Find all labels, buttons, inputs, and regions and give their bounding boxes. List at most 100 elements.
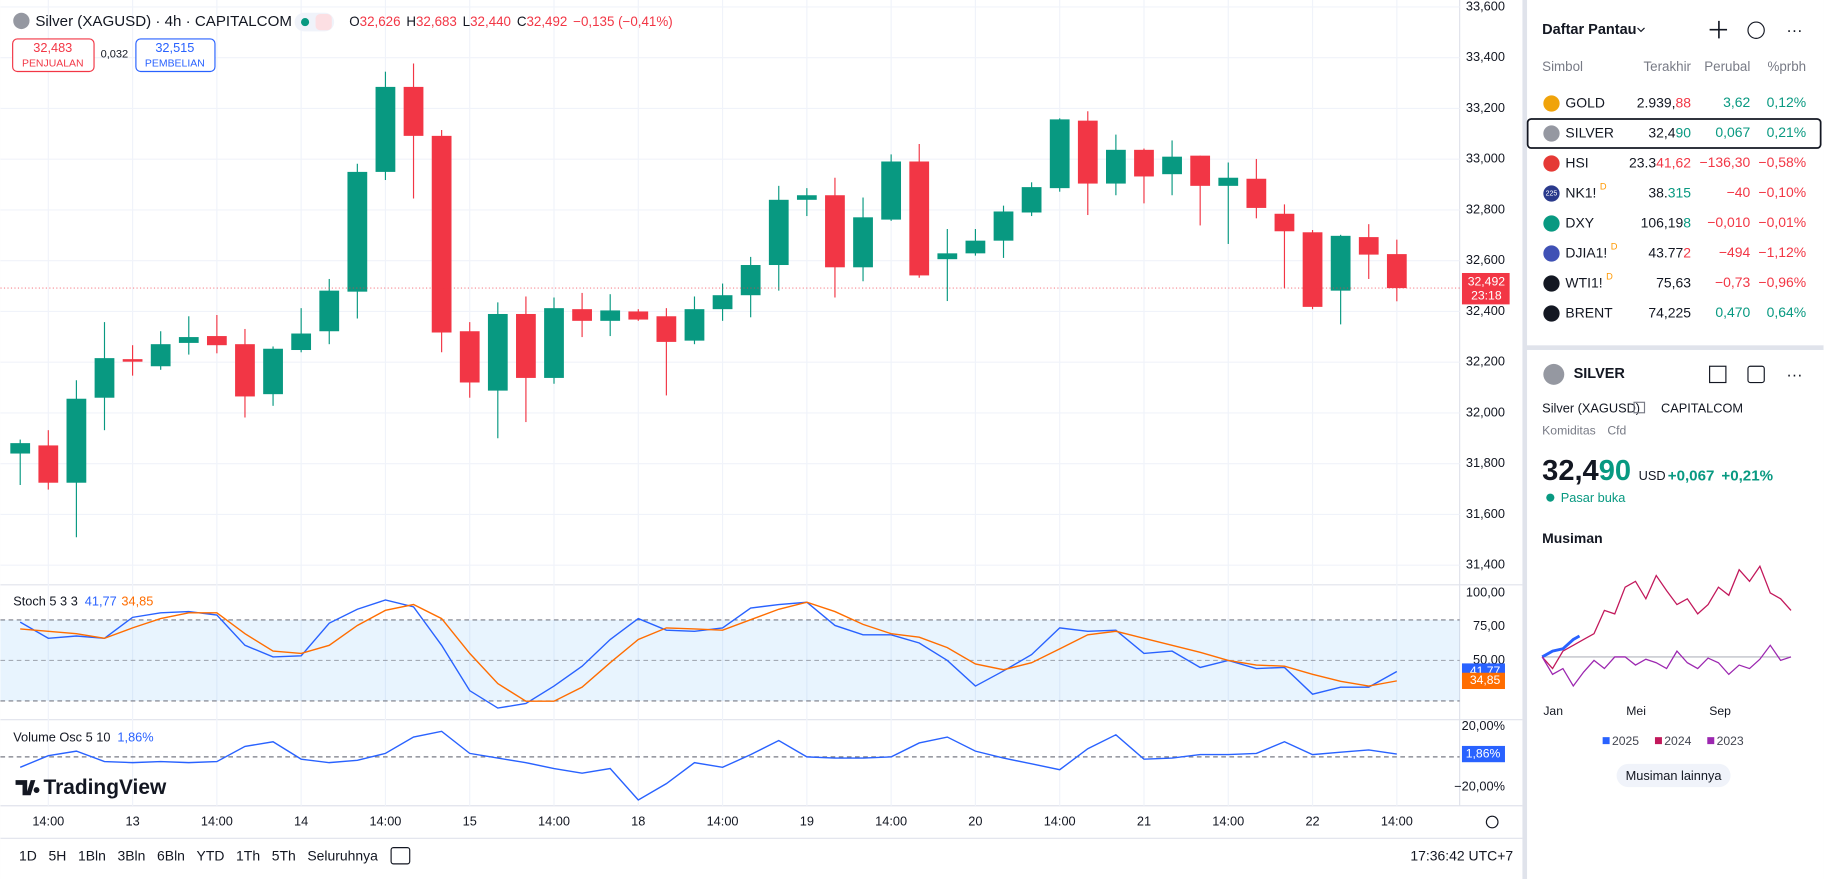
indicator-line — [20, 601, 1397, 702]
candle-body — [459, 331, 480, 383]
x-tick-label: 14:00 — [538, 813, 570, 828]
y-tick-label: 75,00 — [1473, 618, 1505, 633]
symbol-name: DXY — [1565, 214, 1594, 230]
value-marker-label: 1,86% — [1466, 746, 1501, 760]
chart-icon[interactable] — [1747, 21, 1765, 39]
x-tick-label: 14:00 — [1381, 813, 1413, 828]
row-icon — [1543, 245, 1560, 262]
link-icon[interactable] — [1633, 401, 1646, 414]
row-icon — [1543, 95, 1560, 112]
last: 2.939,88 — [1637, 94, 1692, 110]
icon-label: 225 — [1546, 190, 1558, 197]
l: L — [463, 14, 470, 29]
detail-name: Silver (XAGUSD) CAPITALCOM — [1542, 401, 1743, 416]
vol-legend: Volume Osc 5 10 1,86% — [13, 730, 153, 745]
badge: D — [1600, 182, 1607, 192]
symbol[interactable]: DJIA1! D — [1565, 242, 1617, 260]
symbol[interactable]: NK1! D — [1565, 182, 1606, 200]
last-main: 2.939, — [1637, 94, 1676, 110]
legend-swatch — [1707, 737, 1715, 745]
category: Komiditas — [1542, 424, 1596, 438]
range-button[interactable]: 1Bln — [78, 848, 106, 864]
candle-body — [740, 265, 761, 296]
range-button[interactable]: 1Th — [236, 848, 260, 864]
candle-body — [516, 313, 536, 378]
change: −136,30 — [1700, 154, 1751, 170]
range-button[interactable]: YTD — [197, 848, 225, 864]
symbol[interactable]: GOLD — [1565, 94, 1604, 110]
value-marker — [1461, 672, 1505, 690]
buy-button[interactable] — [135, 38, 216, 73]
grid-icon[interactable] — [1709, 365, 1727, 384]
last-main: 74,225 — [1648, 304, 1691, 320]
range-button[interactable]: 5H — [49, 848, 67, 864]
last-tail: 90 — [1675, 124, 1691, 140]
y-tick-label: 32,200 — [1466, 354, 1505, 369]
range-button[interactable]: 1D — [19, 848, 37, 864]
symbol[interactable]: DXY — [1565, 214, 1594, 230]
candle-body — [572, 309, 592, 321]
candle-body — [825, 195, 845, 268]
candle-body — [1218, 177, 1239, 186]
candle-body — [1134, 149, 1154, 177]
settings-icon[interactable] — [1485, 815, 1499, 829]
price-marker — [1461, 272, 1510, 305]
range-button[interactable]: 3Bln — [117, 848, 145, 864]
last: 23.341,62 — [1629, 154, 1691, 170]
last-main: 38. — [1648, 184, 1667, 200]
candle-body — [403, 86, 424, 136]
candle-body — [1106, 149, 1126, 184]
x-tick-label: 14:00 — [875, 813, 907, 828]
selected-row — [1526, 118, 1822, 149]
candle-body — [544, 308, 564, 378]
x-tick-label: Jan — [1543, 704, 1563, 718]
toolbar: 1D 5H 1Bln 3Bln 6Bln YTD 1Th 5Th Seluruhnya — [19, 848, 378, 864]
change: −40 — [1727, 184, 1751, 200]
change: 0,067 — [1715, 124, 1750, 140]
candle-body — [909, 161, 930, 276]
add-icon[interactable] — [1709, 20, 1728, 39]
column-header: Simbol — [1542, 59, 1583, 74]
symbol[interactable]: SILVER — [1565, 124, 1614, 140]
last-main: 106,19 — [1641, 214, 1684, 230]
candle-body — [937, 253, 958, 260]
price-pane: 33,600 33,400 33,200 33,000 32,800 32,600 32,4… — [0, 0, 1510, 801]
symbol-name: NK1! — [1565, 184, 1596, 200]
symbol[interactable]: HSI — [1565, 154, 1588, 170]
symbol-icon — [13, 12, 30, 30]
more-icon[interactable]: ··· — [1786, 22, 1802, 40]
percent: 0,64% — [1767, 304, 1807, 320]
percent: −0,01% — [1758, 214, 1806, 230]
candle-body — [628, 311, 649, 320]
watchlist-title[interactable]: Daftar Pantau — [1542, 22, 1636, 38]
x-tick-label: 14:00 — [32, 813, 64, 828]
more-icon[interactable]: ··· — [1786, 366, 1802, 384]
more-button[interactable] — [1616, 763, 1731, 788]
ohlc: O32,626 H32,683 L32,440 C32,492 −0,135 (−0,4… — [349, 14, 672, 29]
edit-icon[interactable] — [1747, 365, 1765, 384]
row-icon — [1543, 305, 1560, 322]
date-icon[interactable] — [390, 847, 411, 865]
symbol[interactable]: WTI1! D — [1565, 272, 1613, 290]
candle-body — [1049, 119, 1070, 189]
symbol[interactable]: BRENT — [1565, 304, 1613, 320]
range-button[interactable]: 5Th — [272, 848, 296, 864]
legend-label: 2025 — [1612, 734, 1639, 748]
last-main: 43.77 — [1648, 244, 1683, 260]
range-button[interactable]: Seluruhnya — [307, 848, 378, 864]
buy-label: PEMBELIAN — [145, 59, 205, 70]
detail-price: 32,490 — [1542, 455, 1631, 487]
x-tick-label: 14:00 — [201, 813, 233, 828]
range-button[interactable]: 6Bln — [157, 848, 185, 864]
column-header: Terakhir — [1643, 59, 1691, 74]
last-main: 32,4 — [1648, 124, 1675, 140]
badge: D — [1606, 272, 1613, 282]
y-tick-label: 50,00 — [1473, 652, 1505, 667]
candle-body — [684, 309, 705, 341]
change: −0,73 — [1715, 274, 1751, 290]
x-tick-label: 14:00 — [369, 813, 401, 828]
seasonal-chart: Jan Mei Sep 2025 2024 2023 — [1541, 564, 1792, 748]
sell-button[interactable] — [12, 38, 95, 73]
symbol-title: Silver (XAGUSD) · 4h · CAPITALCOM — [35, 13, 292, 30]
candle-body — [431, 135, 452, 333]
